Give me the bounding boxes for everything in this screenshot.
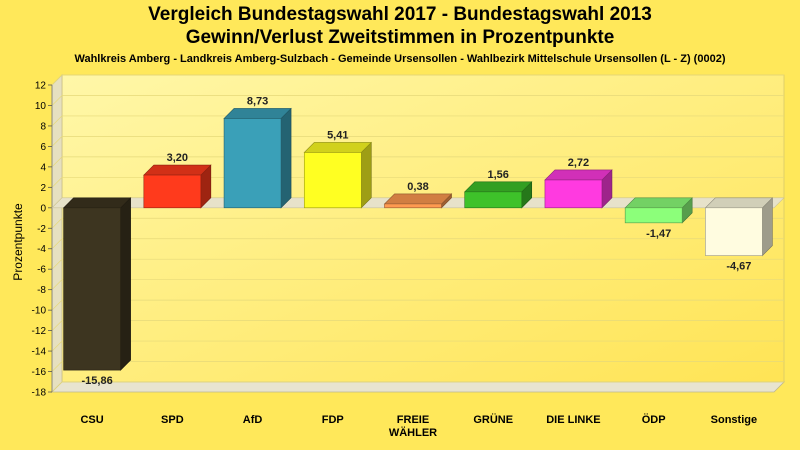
gridline-side xyxy=(51,136,63,147)
gridline-side xyxy=(51,340,63,352)
gridline-side xyxy=(51,238,63,249)
bar-top xyxy=(62,197,132,209)
plot-side-wall xyxy=(51,74,63,393)
x-tick-label: DIE LINKE xyxy=(546,414,600,426)
y-tick-label: -4 xyxy=(37,244,46,255)
bar xyxy=(223,118,282,209)
data-label: 8,73 xyxy=(247,95,268,107)
chart-subtitle: Wahlkreis Amberg - Landkreis Amberg-Sulz… xyxy=(74,53,726,65)
data-label: -15,86 xyxy=(82,375,113,387)
y-axis-label: Prozentpunkte xyxy=(11,203,25,281)
data-label: 5,41 xyxy=(327,129,348,141)
bar xyxy=(705,207,763,256)
y-tick-label: 2 xyxy=(40,183,46,194)
y-tick-label: -18 xyxy=(32,388,47,399)
y-tick-label: 4 xyxy=(40,162,46,173)
bar-side xyxy=(120,197,131,371)
bar-top xyxy=(544,169,613,181)
x-tick-label: FREIE xyxy=(397,414,429,426)
data-label: 2,72 xyxy=(568,157,589,169)
x-tick-label: Sonstige xyxy=(711,414,757,426)
bar-top xyxy=(223,108,292,119)
data-label: 1,56 xyxy=(488,169,509,181)
gridline-side xyxy=(51,95,63,106)
y-tick-label: 6 xyxy=(40,142,46,153)
x-tick-label: FDP xyxy=(322,414,344,426)
data-label: -4,67 xyxy=(726,261,751,273)
bar xyxy=(143,174,202,209)
bar xyxy=(63,207,121,371)
gridline-side xyxy=(51,258,63,270)
bar xyxy=(464,191,523,209)
y-tick-label: -12 xyxy=(32,326,47,337)
data-label: 0,38 xyxy=(407,181,428,193)
chart-title: Vergleich Bundestagswahl 2017 - Bundesta… xyxy=(148,4,652,25)
gridline-side xyxy=(51,381,63,393)
x-tick-label: WÄHLER xyxy=(389,426,437,439)
bar-side xyxy=(360,141,372,209)
x-tick-label: ÖDP xyxy=(642,413,666,426)
bar-top xyxy=(704,197,774,209)
y-tick-label: -14 xyxy=(32,347,47,358)
gridline-side xyxy=(51,320,63,331)
y-tick-label: -2 xyxy=(37,224,46,235)
gridline-side xyxy=(51,177,63,188)
plot-back-wall xyxy=(61,74,785,383)
bar-top xyxy=(383,193,453,205)
x-tick-label: AfD xyxy=(243,414,263,426)
y-tick-label: -16 xyxy=(32,367,47,378)
gridline-side xyxy=(51,299,63,311)
bar-top xyxy=(303,142,373,153)
bar-top xyxy=(463,181,533,193)
y-tick-label: 12 xyxy=(35,81,47,92)
plot-floor xyxy=(51,381,785,393)
y-tick-label: -10 xyxy=(32,306,47,317)
gridline-side xyxy=(51,115,63,127)
gridline-side xyxy=(51,156,63,168)
gridline-side xyxy=(51,74,63,86)
bar xyxy=(384,203,442,209)
bar-top xyxy=(143,164,212,176)
bar xyxy=(544,179,603,209)
y-tick-label: 10 xyxy=(35,101,47,112)
gridline-side xyxy=(51,218,63,229)
chart-title-line2: Gewinn/Verlust Zweitstimmen in Prozentpu… xyxy=(185,27,615,48)
x-tick-label: CSU xyxy=(80,414,103,426)
bar-side xyxy=(280,107,292,209)
gridline-side xyxy=(51,361,63,372)
y-tick-label: -8 xyxy=(37,285,46,296)
y-tick-label: 8 xyxy=(40,121,46,132)
y-tick-label: 0 xyxy=(40,203,46,214)
bar xyxy=(624,207,683,224)
x-tick-label: SPD xyxy=(161,414,184,426)
data-label: 3,20 xyxy=(167,152,188,164)
gridline-side xyxy=(51,279,63,290)
x-tick-label: GRÜNE xyxy=(473,413,513,426)
y-tick-label: -6 xyxy=(37,265,46,276)
bar-top xyxy=(624,197,693,209)
bar xyxy=(303,152,362,209)
data-label: -1,47 xyxy=(646,228,671,240)
